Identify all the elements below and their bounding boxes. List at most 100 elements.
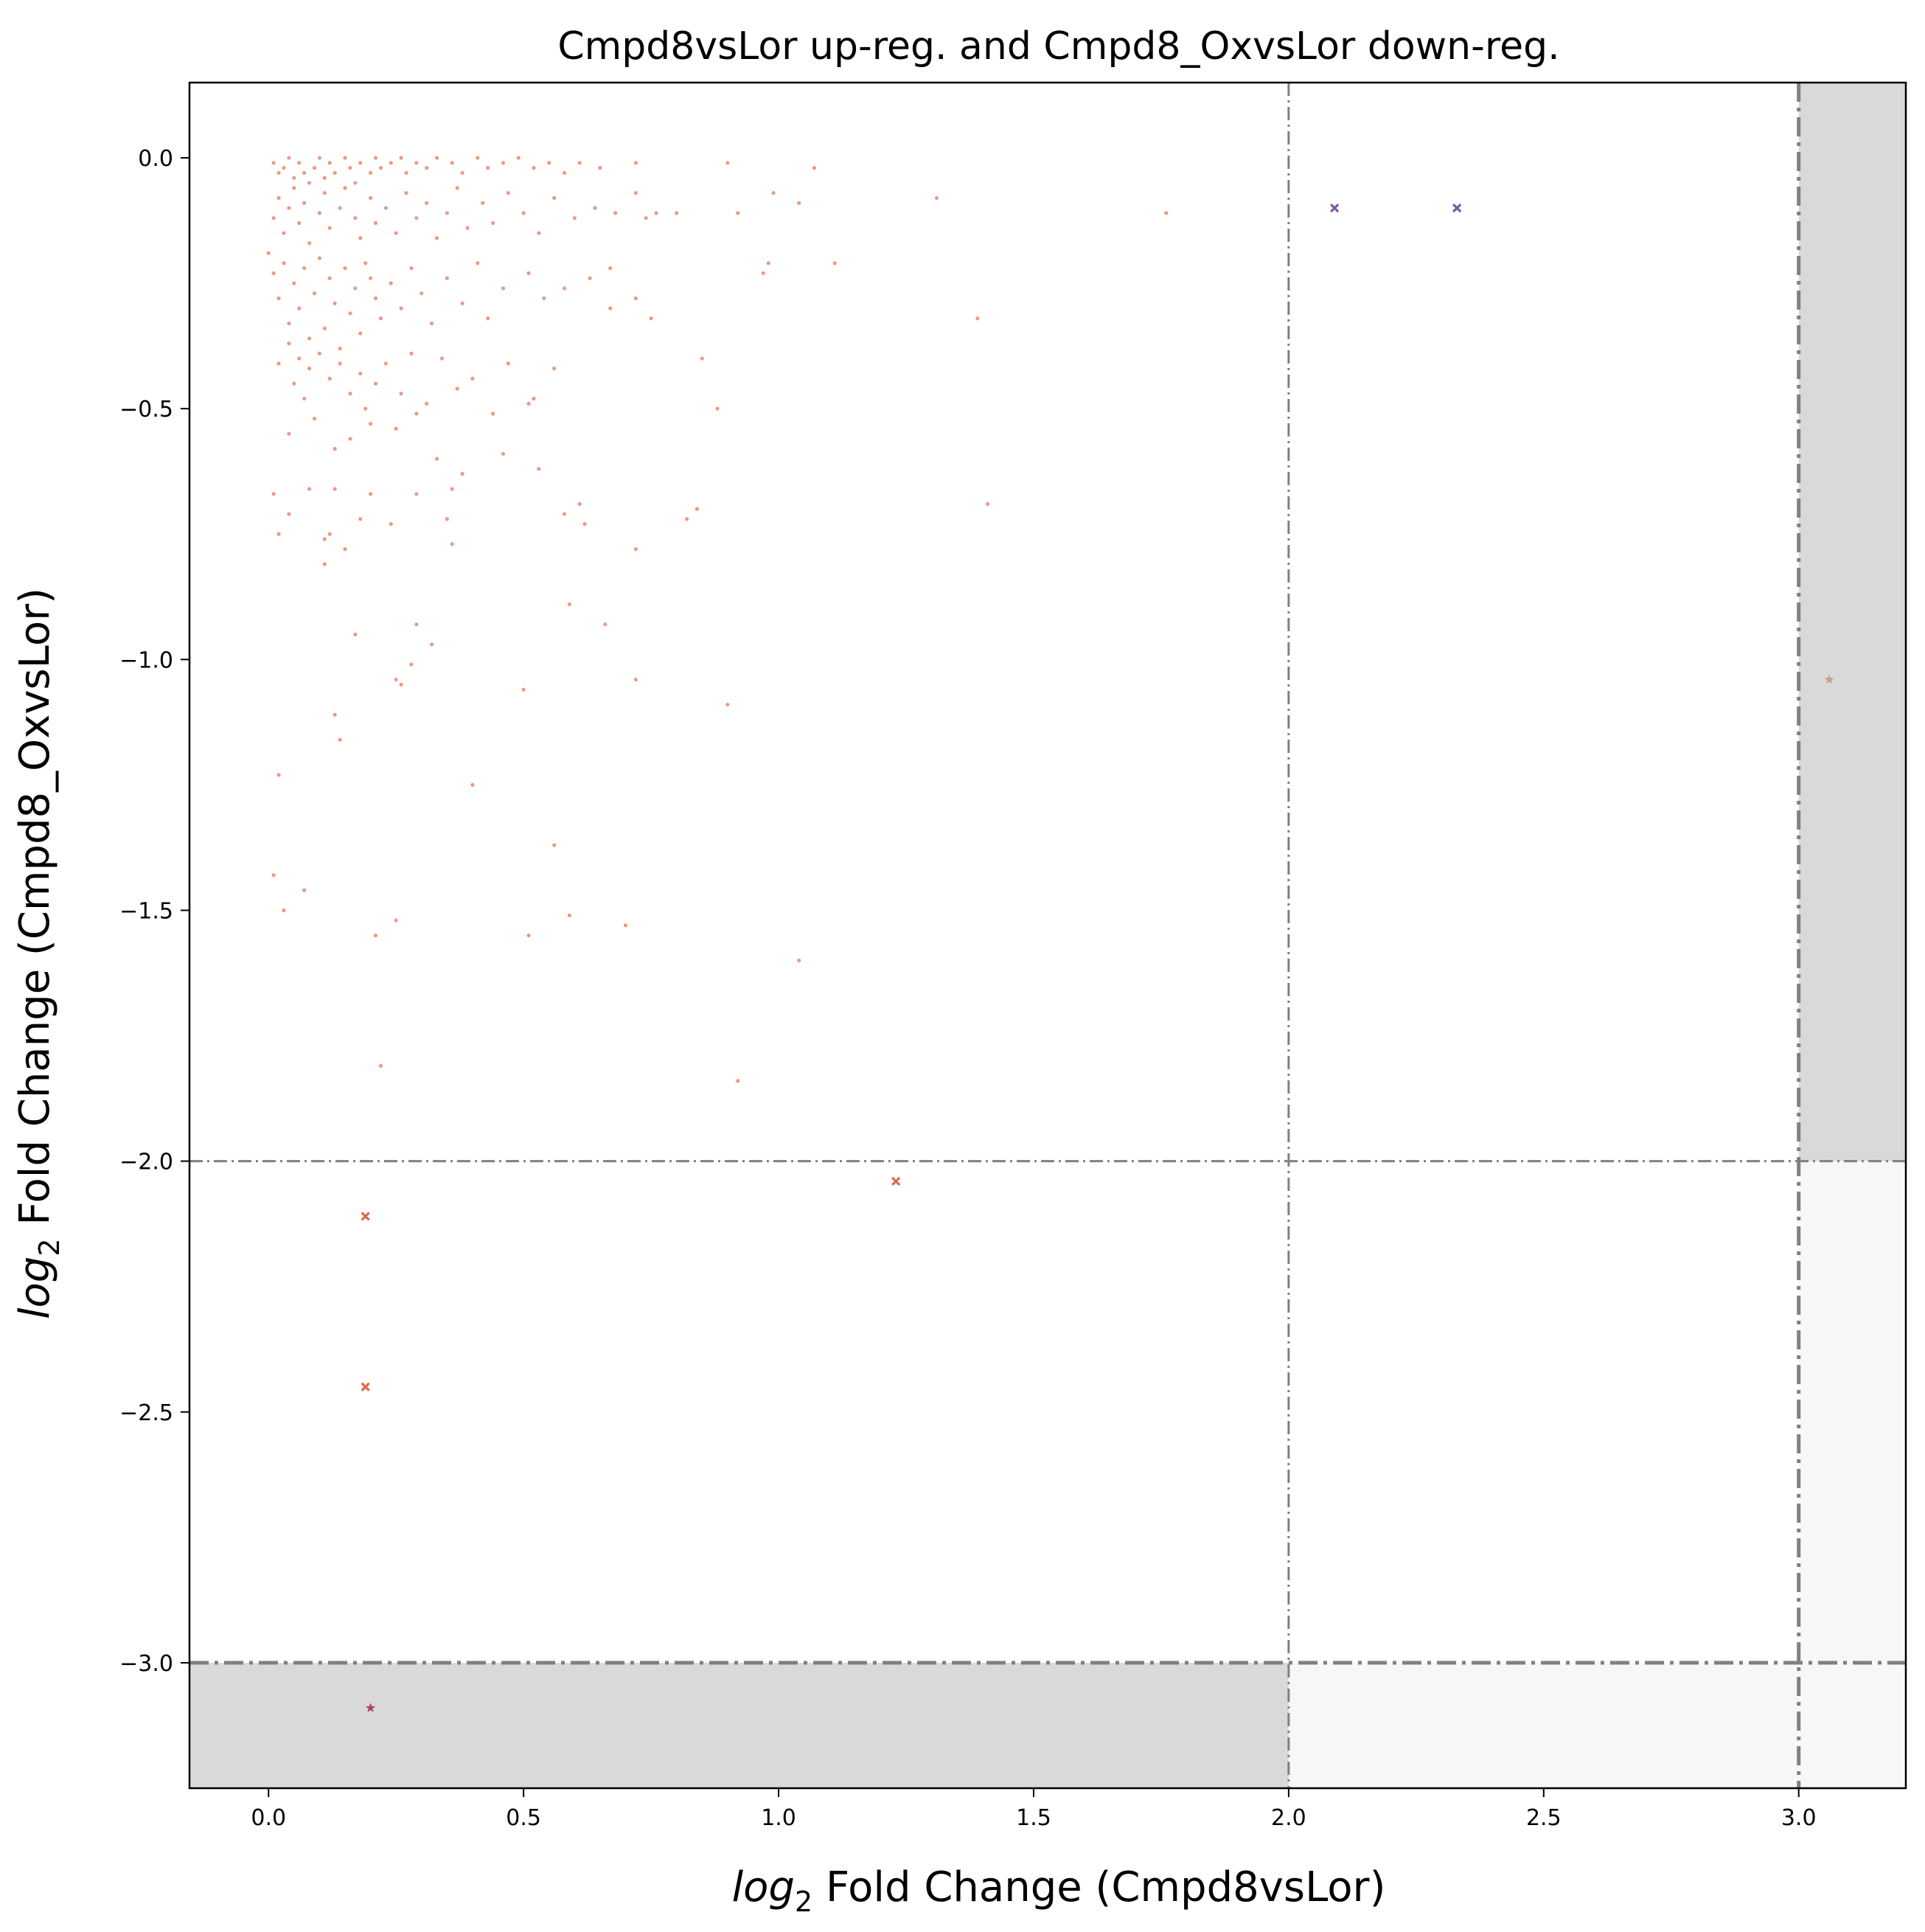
data-point (302, 201, 307, 205)
data-point (338, 346, 342, 351)
data-point (271, 271, 276, 276)
data-point (322, 176, 327, 180)
data-point (501, 451, 506, 456)
data-point (409, 662, 414, 667)
data-point (633, 161, 638, 165)
data-point (460, 301, 464, 305)
data-point (542, 296, 546, 301)
data-point (537, 467, 541, 471)
data-point (797, 958, 801, 963)
data-point (333, 487, 337, 491)
data-point (383, 206, 388, 210)
data-point (506, 191, 510, 195)
data-point (302, 170, 307, 176)
data-point (434, 236, 439, 240)
data-point (644, 216, 648, 220)
data-point (715, 406, 720, 411)
data-point (307, 336, 312, 341)
data-point (501, 286, 506, 291)
data-point (577, 161, 582, 165)
data-point (633, 296, 638, 301)
data-point (434, 456, 439, 461)
data-point (476, 156, 480, 160)
x-tick-label: 0.0 (251, 1805, 286, 1831)
data-point (383, 361, 388, 366)
y-tick-label: −2.5 (119, 1400, 173, 1426)
data-point (276, 296, 281, 301)
data-point (348, 166, 352, 170)
data-point (491, 220, 495, 226)
data-point (368, 492, 373, 496)
data-point (430, 642, 434, 647)
x-marker-stroke (361, 1382, 370, 1391)
x-axis-ticks: 0.0 0.5 1.0 1.5 2.0 2.5 3.0 (251, 1788, 1817, 1831)
data-point (460, 472, 464, 476)
data-point (593, 206, 597, 210)
data-point (460, 170, 464, 176)
data-point (736, 1079, 740, 1083)
x-marker-point (361, 1212, 370, 1221)
data-point (358, 161, 363, 165)
data-point (562, 170, 567, 176)
data-point (327, 276, 332, 280)
data-point (322, 562, 327, 566)
data-point (414, 216, 419, 220)
data-point (338, 737, 342, 742)
x-tick-label: 1.5 (1016, 1805, 1051, 1831)
shaded-region (1798, 1662, 1906, 1788)
data-point (282, 261, 286, 265)
data-point (486, 166, 490, 170)
data-point (297, 220, 302, 226)
data-point (582, 522, 587, 527)
data-point (572, 216, 577, 220)
data-point (353, 216, 358, 220)
data-point (353, 286, 358, 291)
data-point (282, 908, 286, 913)
data-point (353, 632, 358, 636)
data-point (292, 186, 296, 190)
data-point (450, 161, 454, 165)
data-point (287, 341, 291, 346)
data-point (608, 306, 613, 310)
data-point (378, 316, 383, 321)
chart-title: Cmpd8vsLor up-reg. and Cmpd8_OxvsLor dow… (557, 24, 1559, 69)
data-point (404, 191, 408, 195)
star-marker-point (365, 1703, 376, 1712)
data-point (445, 276, 449, 280)
data-point (302, 266, 307, 271)
data-point (348, 392, 352, 396)
data-point (373, 933, 378, 938)
data-point (633, 191, 638, 195)
data-point (317, 156, 322, 160)
data-point (832, 261, 837, 265)
data-point (414, 492, 419, 496)
y-tick-label: −1.0 (119, 647, 173, 673)
data-points (266, 156, 1834, 1712)
data-point (649, 316, 653, 321)
data-point (333, 170, 337, 176)
data-point (327, 226, 332, 230)
data-point (317, 256, 322, 260)
data-point (394, 918, 398, 922)
data-point (317, 351, 322, 355)
data-point (338, 206, 342, 210)
data-point (302, 888, 307, 892)
data-point (547, 161, 551, 165)
x-marker-point (891, 1176, 901, 1186)
data-point (430, 321, 434, 326)
data-point (812, 166, 817, 170)
data-point (373, 381, 378, 386)
data-point (476, 261, 480, 265)
data-point (986, 501, 990, 507)
data-point (434, 156, 439, 160)
x-marker-stroke (891, 1176, 901, 1186)
data-point (287, 156, 291, 160)
data-point (292, 281, 296, 285)
shaded-regions (189, 83, 1906, 1788)
data-point (276, 170, 281, 176)
x-tick-label: 2.0 (1271, 1805, 1306, 1831)
data-point (654, 211, 658, 215)
data-point (333, 712, 337, 717)
data-point (455, 386, 459, 391)
data-point (577, 501, 582, 507)
